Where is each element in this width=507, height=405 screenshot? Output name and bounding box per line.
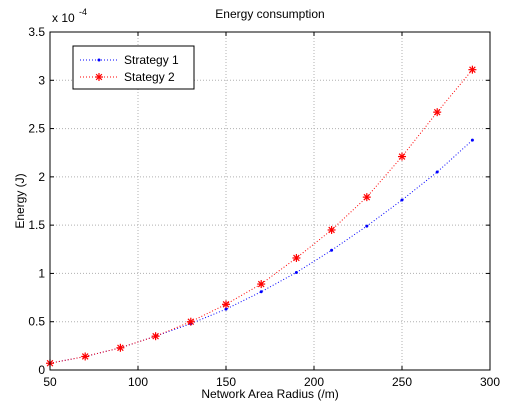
y-tick-label: 2 xyxy=(38,170,45,184)
x-tick-label: 50 xyxy=(43,375,57,389)
y-tick-label: 3.5 xyxy=(28,25,45,39)
x-tick-label: 150 xyxy=(216,375,236,389)
data-point xyxy=(116,343,125,352)
tick-marks xyxy=(49,31,491,371)
data-point xyxy=(330,248,334,252)
y-tick-label: 1.5 xyxy=(28,218,45,232)
data-point xyxy=(365,224,369,228)
data-point xyxy=(257,280,266,289)
series-layer xyxy=(46,65,477,368)
legend-marker-strategy-2 xyxy=(95,73,103,81)
y-tick-label: 0.5 xyxy=(28,315,45,329)
data-point xyxy=(186,317,195,326)
x-tick-label: 200 xyxy=(304,375,324,389)
data-point xyxy=(259,290,263,294)
y-tick-labels: 0 0.5 1 1.5 2 2.5 3 3.5 xyxy=(28,25,45,377)
data-point xyxy=(400,198,404,202)
legend-label-strategy-2: Stategy 2 xyxy=(124,70,175,84)
data-point xyxy=(362,193,371,202)
series-2 xyxy=(46,65,477,368)
y-axis-label: Energy (J) xyxy=(13,173,27,228)
plot-frame xyxy=(49,31,491,371)
data-point xyxy=(468,65,477,74)
x-tick-label: 100 xyxy=(128,375,148,389)
data-point xyxy=(470,138,474,142)
x-tick-labels: 50 100 150 200 250 300 xyxy=(43,375,500,389)
y-tick-label: 0 xyxy=(38,363,45,377)
legend-label-strategy-1: Strategy 1 xyxy=(124,53,179,67)
y-tick-label: 3 xyxy=(38,73,45,87)
legend-marker-strategy-1 xyxy=(97,58,101,62)
data-point xyxy=(81,352,90,361)
x-axis-label: Network Area Radius (/m) xyxy=(201,387,338,401)
data-point xyxy=(294,270,298,274)
data-point xyxy=(398,152,406,161)
chart-title: Energy consumption xyxy=(215,7,324,21)
y-tick-label: 2.5 xyxy=(28,122,45,136)
x-tick-label: 300 xyxy=(480,375,500,389)
data-point xyxy=(224,307,228,311)
data-point xyxy=(433,108,442,117)
data-point xyxy=(435,170,439,174)
y-multiplier-base: x 10 xyxy=(52,11,75,25)
data-point xyxy=(222,300,230,309)
legend-asterisk xyxy=(95,73,103,81)
y-tick-label: 1 xyxy=(38,266,45,280)
data-point xyxy=(151,332,160,341)
data-point xyxy=(292,253,301,262)
data-point xyxy=(327,225,336,234)
y-multiplier-exponent: -4 xyxy=(79,7,87,17)
y-axis-multiplier: x 10 -4 xyxy=(52,7,87,25)
x-tick-label: 250 xyxy=(392,375,412,389)
legend: Strategy 1 Stategy 2 xyxy=(72,45,195,90)
legend-box xyxy=(72,45,195,90)
